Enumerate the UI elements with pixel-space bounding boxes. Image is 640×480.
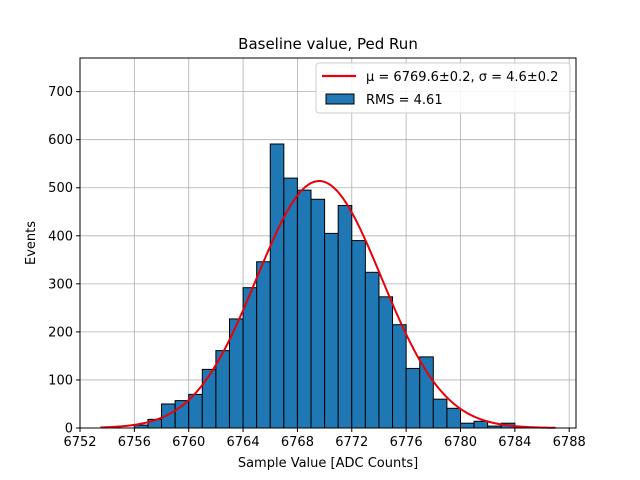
x-tick-label: 6756 (118, 435, 151, 450)
histogram-bar (432, 398, 448, 429)
x-tick-label: 6776 (390, 435, 423, 450)
y-tick-label: 400 (48, 229, 73, 244)
x-axis-label: Sample Value [ADC Counts] (238, 456, 418, 471)
legend-rms-label: RMS = 4.61 (366, 93, 443, 108)
histogram-bar (310, 198, 326, 429)
x-tick-label: 6768 (281, 435, 314, 450)
plot-frame (79, 57, 577, 429)
x-tick-label: 6788 (553, 435, 586, 450)
y-tick-label: 500 (48, 181, 73, 196)
histogram-bar (405, 367, 421, 429)
y-tick-label: 100 (48, 373, 73, 388)
histogram-bar (201, 368, 217, 429)
y-tick-label: 600 (48, 133, 73, 148)
x-tick-label: 6772 (335, 435, 368, 450)
y-axis-label: Events (24, 221, 39, 265)
histogram-bar (351, 240, 366, 429)
histogram-bar (473, 420, 489, 429)
histogram-bar (256, 261, 271, 429)
legend: μ = 6769.6±0.2, σ = 4.6±0.2 RMS = 4.61 (315, 62, 571, 114)
x-tick-label: 6780 (444, 435, 477, 450)
histogram-bar (242, 287, 258, 429)
legend-fit-mu: μ = 6769.6±0.2, (366, 70, 479, 85)
histogram-bar (392, 324, 407, 429)
y-tick-label: 200 (48, 325, 73, 340)
legend-box (315, 62, 571, 114)
x-tick-label: 6784 (498, 435, 531, 450)
y-axis-ticks: 0 100 200 300 400 500 600 700 (48, 85, 80, 437)
x-tick-label: 6764 (227, 435, 260, 450)
histogram-bar (296, 189, 312, 429)
x-tick-label: 6752 (63, 435, 96, 450)
y-tick-label: 300 (48, 277, 73, 292)
y-tick-label: 0 (65, 422, 73, 437)
gaussian-fit-curve (100, 180, 556, 429)
legend-fit-sigma: σ = 4.6±0.2 (479, 70, 559, 85)
y-tick-label: 700 (48, 85, 73, 100)
histogram-bar (324, 232, 339, 429)
x-tick-label: 6760 (172, 435, 205, 450)
histogram-bar (459, 422, 475, 429)
histogram-bar (337, 205, 353, 429)
histogram-bar (378, 296, 394, 429)
legend-rms-swatch (325, 93, 355, 105)
x-axis-ticks: 6752 6756 6760 6764 6768 6772 6776 6780 6784 6788 (63, 428, 586, 450)
histogram-bar (446, 407, 461, 429)
histogram-bar (269, 143, 285, 429)
legend-fit-label: μ = 6769.6±0.2, σ = 4.6±0.2 (366, 70, 558, 85)
chart-title: Baseline value, Ped Run (238, 35, 418, 53)
histogram-bar (364, 271, 380, 429)
histogram-bar (419, 356, 434, 429)
